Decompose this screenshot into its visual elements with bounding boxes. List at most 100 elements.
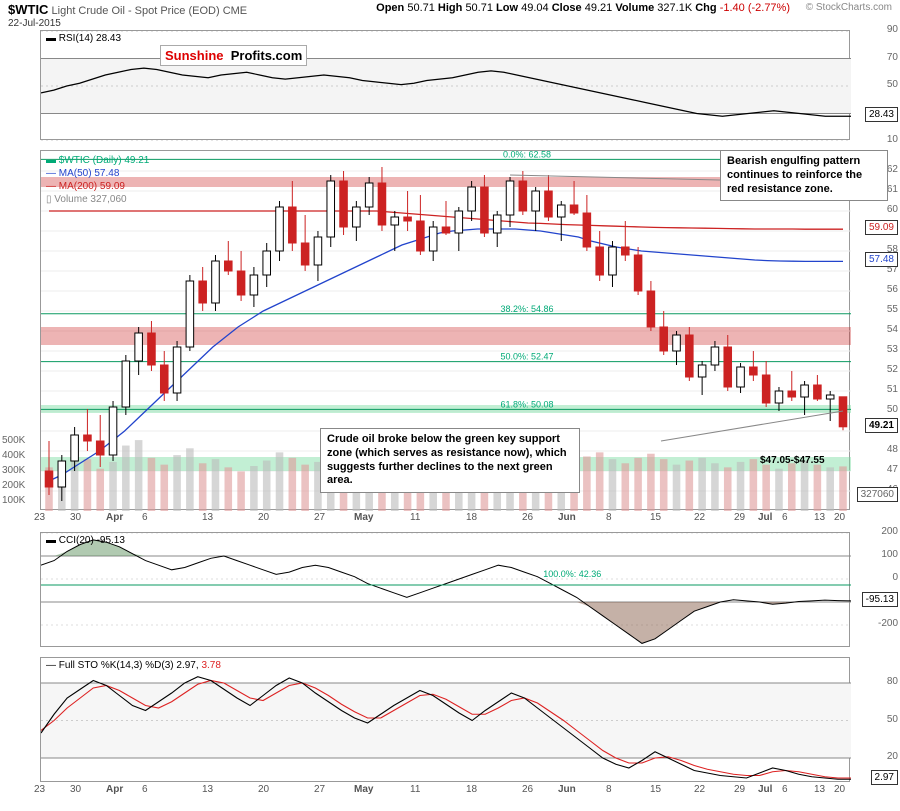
price-ytick: 48 bbox=[858, 444, 898, 455]
price-ytick: 51 bbox=[858, 384, 898, 395]
rsi-ytick: 70 bbox=[858, 52, 898, 63]
sto-ytick: 20 bbox=[858, 751, 898, 762]
x-tick: 6 bbox=[142, 512, 148, 523]
x-tick: 11 bbox=[410, 512, 420, 523]
x-tick: 8 bbox=[606, 512, 612, 523]
x-tick: 15 bbox=[650, 512, 661, 523]
svg-text:0.0%: 62.58: 0.0%: 62.58 bbox=[503, 151, 551, 159]
x-tick: Jul bbox=[758, 512, 772, 523]
x-axis-main: 2330Apr6132027May111826Jun8152229Jul6132… bbox=[40, 512, 850, 526]
x-tick: Apr bbox=[106, 784, 123, 795]
ma50-legend: — MA(50) 57.48 bbox=[46, 168, 119, 179]
x-tick: 15 bbox=[650, 784, 661, 795]
cci-last-tag: -95.13 bbox=[862, 592, 898, 607]
cci-panel: 100.0%: 42.36 bbox=[40, 532, 850, 647]
x-tick: 23 bbox=[34, 512, 45, 523]
x-tick: 26 bbox=[522, 512, 533, 523]
main-legend: ▬ $WTIC (Daily) 49.21 — MA(50) 57.48 — M… bbox=[46, 154, 149, 206]
annotation-box: Crude oil broke below the green key supp… bbox=[320, 428, 580, 493]
price-ytick: 52 bbox=[858, 364, 898, 375]
cci-ytick: 0 bbox=[858, 572, 898, 583]
price-tag: 57.48 bbox=[865, 252, 898, 267]
x-tick: 13 bbox=[202, 784, 213, 795]
price-ytick: 53 bbox=[858, 344, 898, 355]
rsi-legend: ▬ RSI(14) 28.43 bbox=[46, 33, 121, 44]
x-tick: 23 bbox=[34, 784, 45, 795]
vol-ytick: 400K bbox=[2, 450, 42, 461]
annotation-box: Bearish engulfing pattern continues to r… bbox=[720, 150, 888, 201]
x-tick: 22 bbox=[694, 784, 705, 795]
svg-text:61.8%: 50.08: 61.8%: 50.08 bbox=[500, 399, 553, 409]
x-tick: 27 bbox=[314, 512, 325, 523]
x-tick: Jun bbox=[558, 512, 576, 523]
x-tick: May bbox=[354, 784, 373, 795]
x-tick: 6 bbox=[782, 784, 788, 795]
symbol: $WTIC bbox=[8, 2, 48, 17]
x-tick: 20 bbox=[834, 512, 845, 523]
x-tick: 29 bbox=[734, 784, 745, 795]
x-tick: 18 bbox=[466, 784, 477, 795]
svg-text:50.0%: 52.47: 50.0%: 52.47 bbox=[500, 352, 553, 362]
vol-ytick: 100K bbox=[2, 495, 42, 506]
chart-date: 22-Jul-2015 bbox=[8, 18, 892, 29]
ma200-legend: — MA(200) 59.09 bbox=[46, 181, 125, 192]
cci-legend: ▬ CCI(20) -95.13 bbox=[46, 535, 125, 546]
x-tick: 27 bbox=[314, 784, 325, 795]
price-ytick: 56 bbox=[858, 284, 898, 295]
vol-legend: ▯ Volume 327,060 bbox=[46, 194, 127, 205]
price-tag: 327060 bbox=[857, 487, 898, 502]
x-tick: 30 bbox=[70, 512, 81, 523]
x-tick: 20 bbox=[834, 784, 845, 795]
x-tick: Apr bbox=[106, 512, 123, 523]
x-tick: Jul bbox=[758, 784, 772, 795]
price-ytick: 47 bbox=[858, 464, 898, 475]
price-tag: 49.21 bbox=[865, 418, 898, 433]
x-tick: Jun bbox=[558, 784, 576, 795]
quote-bar: Open 50.71 High 50.71 Low 49.04 Close 49… bbox=[376, 2, 790, 14]
x-tick: 29 bbox=[734, 512, 745, 523]
x-axis-bottom: 2330Apr6132027May111826Jun8152229Jul6132… bbox=[40, 784, 850, 798]
svg-text:100.0%: 42.36: 100.0%: 42.36 bbox=[543, 569, 601, 579]
price-ytick: 55 bbox=[858, 304, 898, 315]
x-tick: 30 bbox=[70, 784, 81, 795]
x-tick: 13 bbox=[814, 784, 825, 795]
rsi-ytick: 90 bbox=[858, 24, 898, 35]
title: Light Crude Oil - Spot Price (EOD) bbox=[52, 5, 220, 17]
x-tick: 13 bbox=[814, 512, 825, 523]
x-tick: 22 bbox=[694, 512, 705, 523]
x-tick: 20 bbox=[258, 512, 269, 523]
x-tick: 18 bbox=[466, 512, 477, 523]
svg-text:38.2%: 54.86: 38.2%: 54.86 bbox=[500, 304, 553, 314]
sym-legend: ▬ $WTIC (Daily) 49.21 bbox=[46, 155, 149, 166]
x-tick: 6 bbox=[142, 784, 148, 795]
x-tick: 11 bbox=[410, 784, 420, 795]
sto-legend: — Full STO %K(14,3) %D(3) 2.97, 3.78 bbox=[46, 660, 221, 671]
price-ytick: 50 bbox=[858, 404, 898, 415]
price-ytick: 60 bbox=[858, 204, 898, 215]
cci-ytick: 200 bbox=[858, 526, 898, 537]
sto-last-tag: 2.97 bbox=[871, 770, 898, 785]
x-tick: May bbox=[354, 512, 373, 523]
rsi-ytick: 50 bbox=[858, 79, 898, 90]
exchange: CME bbox=[223, 5, 247, 17]
x-tick: 20 bbox=[258, 784, 269, 795]
x-tick: 13 bbox=[202, 512, 213, 523]
cci-ytick: 100 bbox=[858, 549, 898, 560]
sto-ytick: 50 bbox=[858, 714, 898, 725]
x-tick: 6 bbox=[782, 512, 788, 523]
x-tick: 8 bbox=[606, 784, 612, 795]
attribution: © StockCharts.com bbox=[806, 2, 892, 13]
watermark: Sunshine Profits.com bbox=[160, 45, 307, 66]
vol-ytick: 500K bbox=[2, 435, 42, 446]
price-tag: 59.09 bbox=[865, 220, 898, 235]
vol-ytick: 200K bbox=[2, 480, 42, 491]
vol-ytick: 300K bbox=[2, 465, 42, 476]
rsi-ytick: 10 bbox=[858, 134, 898, 145]
price-ytick: 54 bbox=[858, 324, 898, 335]
cci-ytick: -200 bbox=[858, 618, 898, 629]
rsi-last-tag: 28.43 bbox=[865, 107, 898, 122]
sto-ytick: 80 bbox=[858, 676, 898, 687]
sto-panel bbox=[40, 657, 850, 782]
support-range-label: $47.05-$47.55 bbox=[760, 455, 825, 466]
x-tick: 26 bbox=[522, 784, 533, 795]
